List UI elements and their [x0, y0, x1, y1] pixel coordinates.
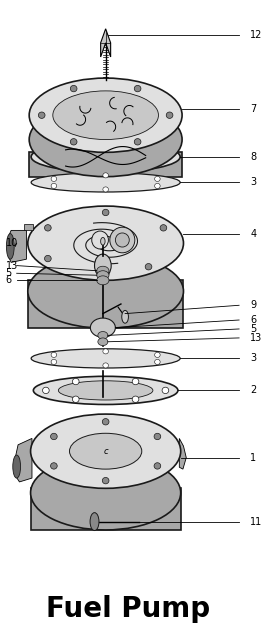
Text: 5: 5 — [250, 324, 256, 334]
Ellipse shape — [102, 419, 109, 425]
Ellipse shape — [92, 231, 108, 249]
Ellipse shape — [162, 387, 169, 394]
Text: 3: 3 — [250, 353, 256, 364]
Ellipse shape — [70, 433, 142, 469]
Ellipse shape — [97, 271, 109, 280]
Ellipse shape — [51, 352, 57, 357]
Ellipse shape — [73, 378, 79, 385]
Ellipse shape — [31, 349, 180, 368]
Ellipse shape — [103, 173, 108, 178]
Polygon shape — [24, 224, 33, 230]
Ellipse shape — [155, 360, 160, 365]
Polygon shape — [29, 152, 182, 177]
Ellipse shape — [72, 396, 79, 403]
Ellipse shape — [103, 187, 108, 192]
Polygon shape — [8, 230, 26, 262]
Text: 12: 12 — [250, 30, 263, 40]
Ellipse shape — [70, 139, 77, 145]
Ellipse shape — [145, 264, 152, 270]
Text: 1: 1 — [250, 452, 256, 463]
Ellipse shape — [98, 332, 108, 339]
Polygon shape — [179, 438, 186, 469]
Ellipse shape — [13, 455, 21, 478]
Text: 6: 6 — [250, 315, 256, 325]
Ellipse shape — [51, 360, 57, 365]
Ellipse shape — [160, 225, 167, 231]
Ellipse shape — [6, 234, 14, 259]
Polygon shape — [15, 438, 32, 482]
Ellipse shape — [38, 112, 45, 118]
Ellipse shape — [31, 414, 181, 488]
Text: 2: 2 — [250, 385, 256, 396]
Ellipse shape — [101, 237, 105, 245]
Ellipse shape — [70, 85, 77, 92]
Ellipse shape — [97, 276, 109, 285]
Text: 8: 8 — [250, 152, 256, 162]
Ellipse shape — [134, 85, 141, 92]
Ellipse shape — [110, 227, 135, 253]
Polygon shape — [28, 280, 183, 328]
Text: c: c — [103, 447, 108, 456]
Ellipse shape — [98, 338, 108, 346]
Ellipse shape — [90, 318, 115, 337]
Ellipse shape — [155, 177, 160, 182]
Text: 13: 13 — [6, 260, 18, 271]
Text: 10: 10 — [6, 238, 18, 248]
Text: 6: 6 — [6, 275, 12, 285]
Ellipse shape — [102, 209, 109, 216]
Ellipse shape — [102, 477, 109, 484]
Ellipse shape — [29, 78, 182, 152]
Ellipse shape — [103, 349, 108, 354]
Ellipse shape — [134, 139, 141, 145]
Ellipse shape — [31, 173, 180, 192]
Polygon shape — [101, 29, 111, 57]
Ellipse shape — [31, 456, 181, 530]
Ellipse shape — [95, 254, 111, 277]
Ellipse shape — [29, 102, 182, 177]
Text: 11: 11 — [250, 516, 262, 527]
Ellipse shape — [102, 271, 109, 277]
Ellipse shape — [154, 433, 161, 440]
Text: 5: 5 — [6, 268, 12, 278]
Polygon shape — [31, 488, 181, 530]
Text: 4: 4 — [250, 228, 256, 239]
Ellipse shape — [58, 218, 153, 269]
Ellipse shape — [122, 310, 128, 323]
Ellipse shape — [132, 396, 139, 403]
Text: 3: 3 — [250, 177, 256, 188]
Text: 9: 9 — [250, 300, 256, 310]
Ellipse shape — [132, 378, 139, 385]
Ellipse shape — [154, 463, 161, 469]
Ellipse shape — [166, 112, 173, 118]
Text: 7: 7 — [250, 104, 256, 114]
Text: Fuel Pump: Fuel Pump — [46, 595, 210, 623]
Ellipse shape — [43, 387, 49, 394]
Ellipse shape — [115, 233, 129, 247]
Ellipse shape — [155, 352, 160, 357]
Ellipse shape — [51, 183, 57, 188]
Text: 13: 13 — [250, 333, 262, 343]
Ellipse shape — [103, 363, 108, 368]
Ellipse shape — [28, 206, 183, 280]
Ellipse shape — [58, 381, 153, 400]
Ellipse shape — [51, 177, 57, 182]
Ellipse shape — [33, 376, 178, 404]
Ellipse shape — [90, 513, 99, 531]
Ellipse shape — [31, 141, 180, 172]
Ellipse shape — [51, 463, 57, 469]
Ellipse shape — [97, 266, 109, 275]
Ellipse shape — [155, 183, 160, 188]
Ellipse shape — [44, 225, 51, 231]
Ellipse shape — [44, 255, 51, 262]
Ellipse shape — [28, 254, 183, 328]
Ellipse shape — [53, 91, 158, 140]
Ellipse shape — [51, 433, 57, 440]
